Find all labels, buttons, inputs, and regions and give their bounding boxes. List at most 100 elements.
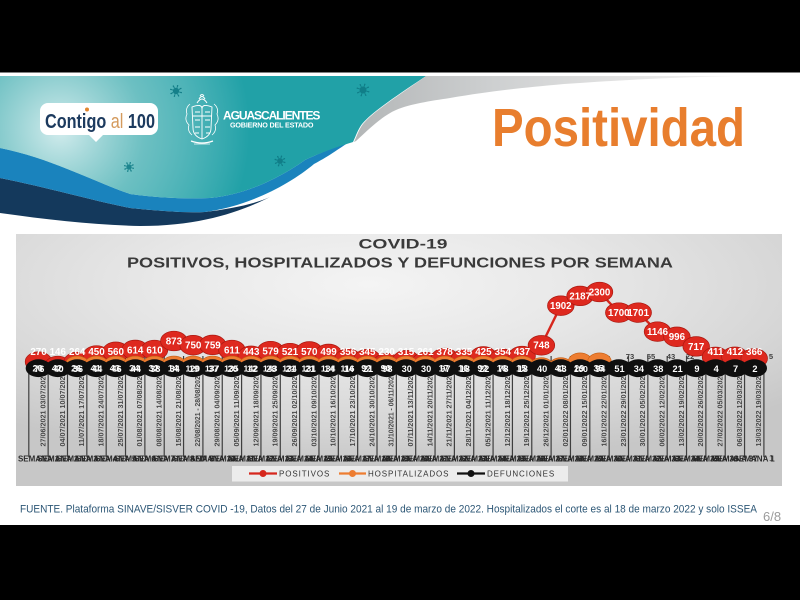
svg-text:315: 315: [398, 347, 415, 358]
svg-text:759: 759: [204, 340, 221, 351]
svg-text:SEMANA 1: SEMANA 1: [734, 455, 776, 464]
svg-text:05/12/2021 11/12/2021: 05/12/2021 11/12/2021: [485, 372, 492, 446]
svg-text:SEMANA 37: SEMANA 37: [712, 455, 758, 464]
svg-text:SEMANA 29: SEMANA 29: [557, 455, 603, 464]
svg-text:03/10/2021 09/10/2021: 03/10/2021 09/10/2021: [311, 372, 318, 446]
svg-text:SEMANA 17: SEMANA 17: [325, 455, 371, 464]
svg-text:01/08/2021 07/08/2021: 01/08/2021 07/08/2021: [137, 372, 144, 446]
svg-text:32: 32: [148, 364, 158, 374]
svg-text:SEMANA 26: SEMANA 26: [499, 455, 545, 464]
svg-text:19/09/2021 25/09/2021: 19/09/2021 25/09/2021: [273, 372, 280, 446]
svg-text:SEMANA 22: SEMANA 22: [422, 455, 468, 464]
svg-text:SEMANA 33: SEMANA 33: [635, 455, 681, 464]
svg-text:SEMANA 18: SEMANA 18: [345, 455, 391, 464]
svg-text:SEMANA 19: SEMANA 19: [364, 455, 410, 464]
svg-text:46: 46: [111, 364, 121, 374]
svg-text:41: 41: [90, 364, 100, 374]
svg-text:570: 570: [301, 347, 318, 358]
svg-text:34: 34: [634, 364, 645, 374]
svg-text:411: 411: [708, 347, 724, 358]
svg-text:13/03/2022 19/03/2022: 13/03/2022 19/03/2022: [756, 372, 763, 446]
svg-text:1701: 1701: [627, 308, 649, 319]
svg-text:137: 137: [205, 364, 220, 374]
svg-text:SEMANA 7: SEMANA 7: [134, 455, 176, 464]
svg-text:SEMANA 36: SEMANA 36: [693, 455, 739, 464]
svg-text:40: 40: [53, 364, 63, 374]
svg-text:SEMANA 31: SEMANA 31: [596, 455, 642, 464]
svg-text:437: 437: [514, 347, 531, 358]
svg-text:SEMANA 24: SEMANA 24: [461, 455, 507, 464]
svg-text:08/08/2021 14/08/2021: 08/08/2021 14/08/2021: [157, 372, 164, 446]
svg-text:120: 120: [185, 364, 200, 374]
svg-text:SEMANA 9: SEMANA 9: [173, 455, 215, 464]
svg-text:12/09/2021 18/09/2021: 12/09/2021 18/09/2021: [253, 372, 260, 446]
svg-text:18: 18: [460, 364, 470, 374]
svg-text:40: 40: [537, 364, 547, 374]
svg-text:560: 560: [108, 347, 125, 358]
svg-text:12/12/2021 18/12/2021: 12/12/2021 18/12/2021: [505, 372, 512, 446]
svg-text:SEMANA 25: SEMANA 25: [480, 455, 526, 464]
svg-text:Positividad: Positividad: [492, 98, 745, 158]
svg-text:30: 30: [421, 364, 431, 374]
svg-text:142: 142: [244, 364, 259, 374]
svg-text:05/09/2021 11/09/2021: 05/09/2021 11/09/2021: [234, 372, 241, 446]
svg-text:HOSPITALIZADOS: HOSPITALIZADOS: [368, 470, 449, 479]
svg-text:521: 521: [282, 347, 299, 358]
svg-text:18/07/2021 24/07/2021: 18/07/2021 24/07/2021: [99, 372, 106, 446]
svg-text:611: 611: [224, 345, 240, 356]
svg-text:SEMANA 4: SEMANA 4: [76, 455, 118, 464]
svg-text:26: 26: [71, 364, 81, 374]
svg-text:POSITIVOS, HOSPITALIZADOS Y DE: POSITIVOS, HOSPITALIZADOS Y DEFUNCIONES …: [127, 254, 673, 271]
svg-text:717: 717: [688, 342, 705, 353]
svg-text:GOBIERNO DEL ESTADO: GOBIERNO DEL ESTADO: [230, 121, 314, 130]
svg-text:43: 43: [556, 364, 566, 374]
svg-text:SEMANA 12: SEMANA 12: [229, 455, 275, 464]
svg-text:51: 51: [614, 364, 624, 374]
svg-text:996: 996: [669, 332, 686, 343]
svg-text:34: 34: [129, 364, 140, 374]
svg-text:1146: 1146: [647, 327, 669, 338]
svg-text:135: 135: [224, 364, 239, 374]
svg-text:412: 412: [727, 347, 744, 358]
svg-text:28/11/2021 04/12/2021: 28/11/2021 04/12/2021: [466, 372, 473, 446]
svg-text:354: 354: [495, 347, 512, 358]
svg-text:SEMANA 34: SEMANA 34: [654, 455, 700, 464]
svg-text:37: 37: [208, 364, 218, 374]
svg-text:23/01/2022 29/01/2022: 23/01/2022 29/01/2022: [621, 372, 628, 446]
svg-text:38: 38: [150, 364, 160, 374]
svg-text:POSITIVOS: POSITIVOS: [279, 470, 330, 479]
svg-text:146: 146: [50, 347, 67, 358]
svg-text:15: 15: [516, 364, 526, 374]
svg-text:16/01/2022 22/01/2022: 16/01/2022 22/01/2022: [601, 372, 608, 446]
svg-text:4: 4: [714, 364, 720, 374]
svg-text:366: 366: [746, 347, 763, 358]
svg-text:1: 1: [769, 454, 774, 463]
svg-text:614: 614: [127, 345, 144, 356]
svg-text:SEMANA 27: SEMANA 27: [519, 455, 565, 464]
svg-text:443: 443: [243, 347, 260, 358]
svg-text:16: 16: [497, 364, 507, 374]
svg-text:26/12/2021 01/01/2022: 26/12/2021 01/01/2022: [543, 372, 550, 446]
svg-text:34: 34: [169, 364, 180, 374]
svg-text:43: 43: [110, 364, 120, 374]
svg-text:270: 270: [30, 347, 47, 358]
svg-text:345: 345: [359, 347, 376, 358]
svg-text:425: 425: [475, 347, 492, 358]
svg-text:36: 36: [73, 364, 83, 374]
svg-text:25/07/2021 31/07/2021: 25/07/2021 31/07/2021: [118, 372, 125, 446]
svg-text:17: 17: [439, 364, 449, 374]
svg-text:22: 22: [479, 364, 489, 374]
svg-text:2: 2: [752, 364, 757, 374]
svg-text:10/10/2021 16/10/2021: 10/10/2021 16/10/2021: [331, 372, 338, 446]
svg-text:SEMANA 10: SEMANA 10: [190, 455, 236, 464]
svg-text:04/07/2021 10/07/2021: 04/07/2021 10/07/2021: [60, 372, 67, 446]
svg-text:17/10/2021 23/10/2021: 17/10/2021 23/10/2021: [350, 372, 357, 446]
svg-text:27/06/2021 03/07/2021: 27/06/2021 03/07/2021: [40, 372, 47, 446]
svg-text:AGUASCALIENTES: AGUASCALIENTES: [223, 109, 321, 123]
svg-text:09/01/2022 15/01/2022: 09/01/2022 15/01/2022: [582, 372, 589, 446]
svg-text:55: 55: [647, 352, 656, 361]
svg-text:SEMANA 35: SEMANA 35: [673, 455, 719, 464]
svg-text:14: 14: [324, 364, 335, 374]
svg-text:Contigo al 100: Contigo al 100: [45, 110, 155, 133]
svg-text:SEMANA 32: SEMANA 32: [615, 455, 661, 464]
